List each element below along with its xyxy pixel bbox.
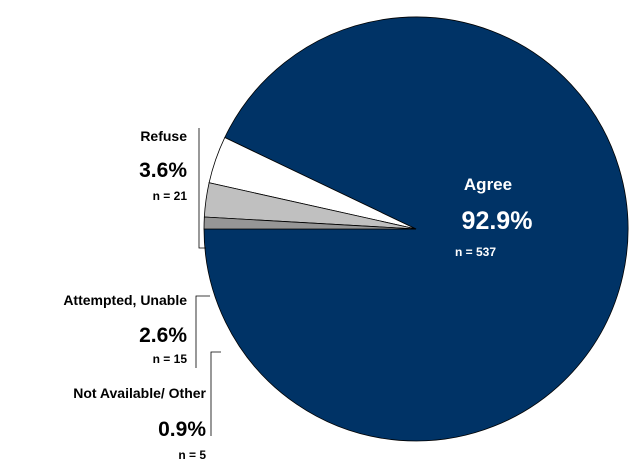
pie-slices — [203, 16, 629, 442]
pie-slice-not-available — [203, 216, 417, 230]
slice-n-refuse: n = 21 — [153, 189, 188, 203]
slice-label-agree: Agree — [464, 175, 512, 194]
slice-label-not-available: Not Available/ Other — [73, 385, 206, 401]
slice-label-refuse: Refuse — [140, 128, 187, 144]
slice-n-attempted: n = 15 — [153, 352, 188, 366]
slice-pct-refuse: 3.6% — [139, 159, 187, 182]
slice-pct-agree: 92.9% — [462, 207, 533, 235]
slice-pct-not-available: 0.9% — [158, 418, 206, 441]
slice-n-agree: n = 537 — [455, 245, 496, 259]
slice-label-attempted: Attempted, Unable — [63, 292, 187, 308]
slice-n-not-available: n = 5 — [178, 448, 206, 462]
leader-line-not-available — [210, 351, 221, 436]
slice-pct-attempted: 2.6% — [139, 324, 187, 347]
leader-line-refuse — [198, 128, 206, 249]
leader-line-attempted — [195, 295, 210, 368]
